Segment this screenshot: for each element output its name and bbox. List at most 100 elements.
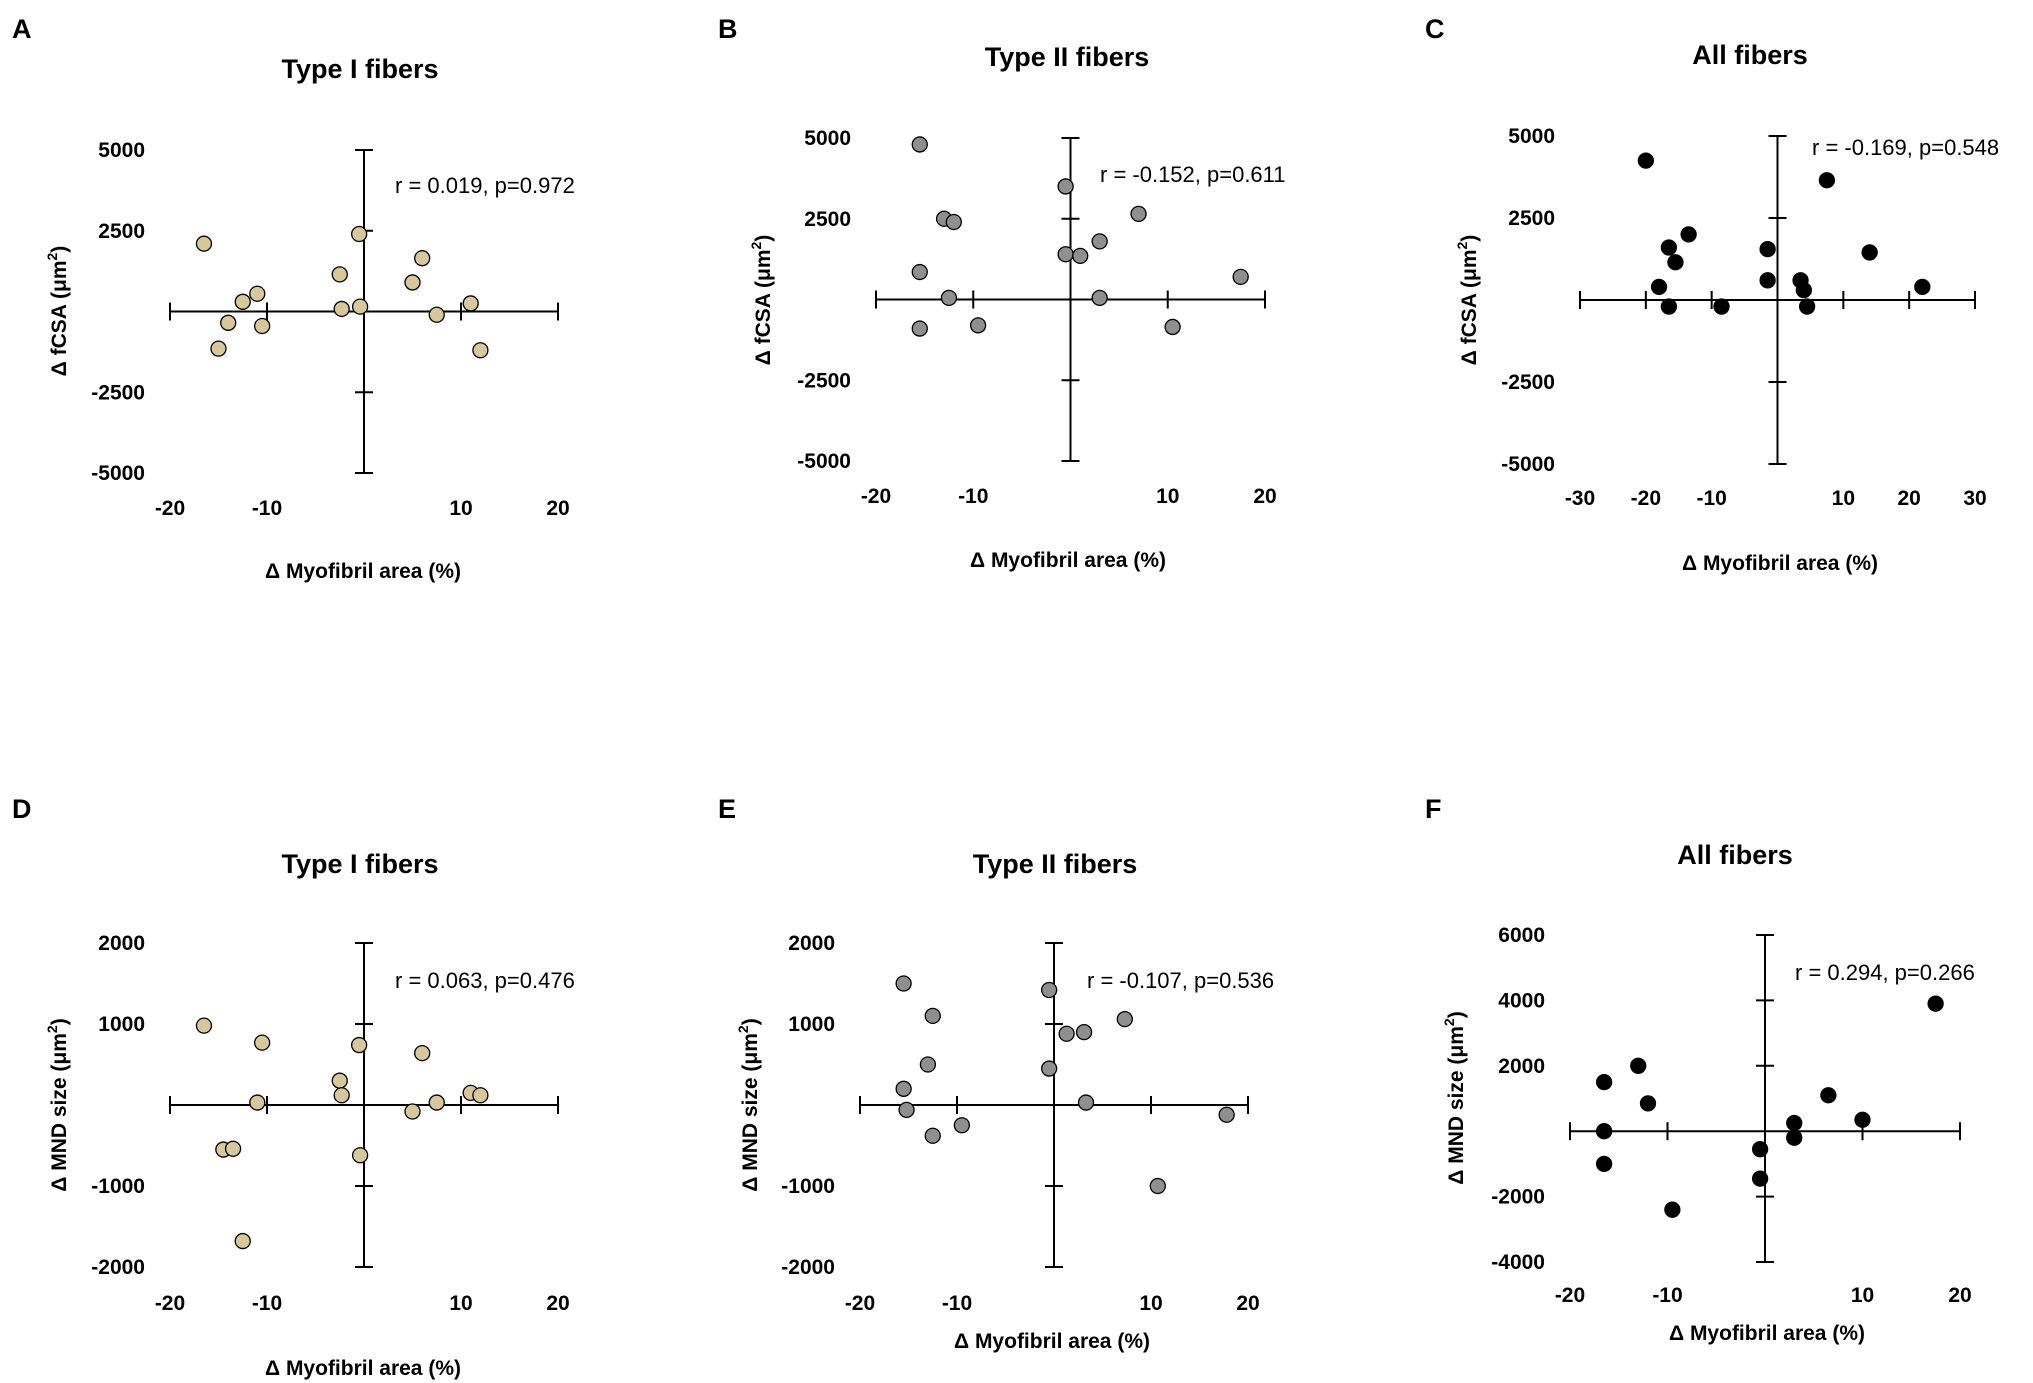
data-point-d-5 <box>249 1094 266 1111</box>
data-point-c-5 <box>1667 254 1684 271</box>
data-point-b-11 <box>1091 233 1108 250</box>
panel-letter-e: E <box>718 794 736 824</box>
panel-title-d: Type I fibers <box>281 849 438 879</box>
panel-title-f: All fibers <box>1677 840 1793 870</box>
y-tick-label-e-2000: 2000 <box>788 932 835 955</box>
x-tick-label-e-neg10: -10 <box>942 1292 972 1315</box>
y-tick-label-a-neg5000: -5000 <box>91 462 145 485</box>
data-point-c-9 <box>1759 272 1776 289</box>
data-point-c-6 <box>1680 226 1697 243</box>
x-tick-label-d-20: 20 <box>546 1292 569 1315</box>
data-point-a-6 <box>253 317 271 335</box>
x-tick-label-c-30: 30 <box>1963 487 1986 510</box>
y-tick-label-a-5000: 5000 <box>98 139 145 162</box>
panel-a: A Type I fibers -20 -10 10 20 5000 2500 -2500 -50… <box>12 14 575 583</box>
data-point-a-15 <box>472 342 489 359</box>
y-axis-label-end-c: ) <box>1458 235 1481 242</box>
y-axis-label-f: Δ MND size (μm2) <box>1441 1011 1468 1184</box>
x-tick-label-c-neg10: -10 <box>1696 487 1726 510</box>
data-point-a-5 <box>249 285 266 302</box>
y-axis-label-end-a: ) <box>48 246 71 253</box>
x-tick-label-f-10: 10 <box>1851 1284 1874 1307</box>
y-tick-label-a-neg2500: -2500 <box>91 381 145 404</box>
data-point-a-3 <box>220 314 237 331</box>
y-axis-label-b: Δ fCSA (μm2) <box>748 235 775 366</box>
data-point-f-7 <box>1751 1141 1769 1158</box>
y-axis-label-sup-d: 2 <box>44 1025 60 1033</box>
panel-letter-a: A <box>12 14 32 44</box>
panel-b: B Type II fibers -20 -10 10 20 5000 2500 -2500 -5… <box>718 14 1286 572</box>
data-point-e-12 <box>1077 1094 1095 1111</box>
data-point-a-12 <box>414 250 431 267</box>
x-tick-label-c-neg20: -20 <box>1631 487 1661 510</box>
correlation-annotation-d: r = 0.063, p=0.476 <box>395 968 575 993</box>
x-axis-label-e: Δ Myofibril area (%) <box>954 1330 1150 1353</box>
y-axis-label-main-b: Δ fCSA (μm <box>752 249 775 365</box>
data-point-b-10 <box>1072 247 1089 265</box>
y-axis-label-main-d: Δ MND size (μm <box>48 1033 71 1192</box>
x-tick-label-e-neg20: -20 <box>845 1292 875 1315</box>
data-point-b-15 <box>1232 268 1249 286</box>
data-point-f-8 <box>1751 1170 1769 1187</box>
y-axis-label-sup-f: 2 <box>1441 1018 1457 1026</box>
y-axis-label-a: Δ fCSA (μm2) <box>44 246 71 377</box>
data-point-f-4 <box>1630 1057 1647 1074</box>
data-point-f-6 <box>1664 1201 1681 1218</box>
data-point-e-1 <box>895 975 912 992</box>
data-point-e-11 <box>1075 1023 1093 1041</box>
data-point-f-1 <box>1595 1074 1613 1091</box>
data-point-e-6 <box>924 1127 941 1144</box>
y-axis-label-sup-c: 2 <box>1454 241 1470 249</box>
data-point-d-13 <box>428 1094 445 1111</box>
y-tick-label-b-5000: 5000 <box>804 127 851 150</box>
y-tick-label-e-neg1000: -1000 <box>781 1175 835 1198</box>
data-point-a-10 <box>351 298 369 315</box>
x-tick-label-a-neg20: -20 <box>155 497 185 520</box>
x-tick-label-e-20: 20 <box>1236 1292 1259 1315</box>
data-point-e-2 <box>895 1080 912 1097</box>
data-point-f-5 <box>1639 1095 1657 1112</box>
y-axis-label-sup-b: 2 <box>748 241 764 249</box>
data-point-b-6 <box>945 213 962 231</box>
correlation-annotation-f: r = 0.294, p=0.266 <box>1795 960 1975 985</box>
y-axis-label-e: Δ MND size (μm2) <box>735 1018 762 1191</box>
data-point-a-9 <box>350 225 368 243</box>
x-tick-label-d-neg10: -10 <box>252 1292 282 1315</box>
x-tick-label-e-10: 10 <box>1139 1292 1162 1315</box>
data-point-f-10 <box>1786 1129 1803 1146</box>
y-tick-label-c-5000: 5000 <box>1508 125 1555 148</box>
data-point-c-11 <box>1795 282 1812 299</box>
panel-c: C All fibers -30 -20 -10 10 20 30 5000 2500 -2500 -… <box>1425 14 1999 575</box>
data-point-f-11 <box>1820 1087 1837 1104</box>
x-tick-label-f-neg20: -20 <box>1555 1284 1585 1307</box>
data-point-c-12 <box>1798 298 1816 315</box>
y-tick-label-b-neg2500: -2500 <box>797 369 851 392</box>
data-point-f-13 <box>1927 995 1944 1012</box>
y-tick-label-e-1000: 1000 <box>788 1013 835 1036</box>
correlation-annotation-c: r = -0.169, p=0.548 <box>1812 135 1999 160</box>
data-point-a-11 <box>404 274 421 291</box>
data-point-e-10 <box>1058 1025 1075 1042</box>
correlation-annotation-e: r = -0.107, p=0.536 <box>1087 968 1274 993</box>
y-axis-label-main-c: Δ fCSA (μm <box>1458 249 1481 365</box>
x-tick-label-d-neg20: -20 <box>155 1292 185 1315</box>
y-tick-label-c-neg5000: -5000 <box>1501 453 1555 476</box>
data-point-d-9 <box>350 1036 368 1054</box>
x-tick-label-f-20: 20 <box>1948 1284 1971 1307</box>
data-point-b-9 <box>1057 246 1074 263</box>
y-axis-label-main-e: Δ MND size (μm <box>739 1033 762 1192</box>
y-axis-label-end-d: ) <box>48 1018 71 1025</box>
data-point-e-4 <box>919 1056 937 1073</box>
y-tick-label-f-neg4000: -4000 <box>1491 1251 1545 1274</box>
data-point-a-1 <box>195 235 213 252</box>
data-point-d-12 <box>414 1045 431 1062</box>
correlation-annotation-b: r = -0.152, p=0.611 <box>1100 162 1286 187</box>
panel-letter-b: B <box>718 14 738 44</box>
y-tick-label-f-4000: 4000 <box>1498 989 1545 1012</box>
data-point-d-6 <box>253 1034 271 1051</box>
data-point-f-9 <box>1786 1114 1803 1132</box>
data-point-c-1 <box>1637 152 1654 169</box>
data-point-c-2 <box>1650 278 1668 296</box>
y-tick-label-e-neg2000: -2000 <box>781 1256 835 1279</box>
